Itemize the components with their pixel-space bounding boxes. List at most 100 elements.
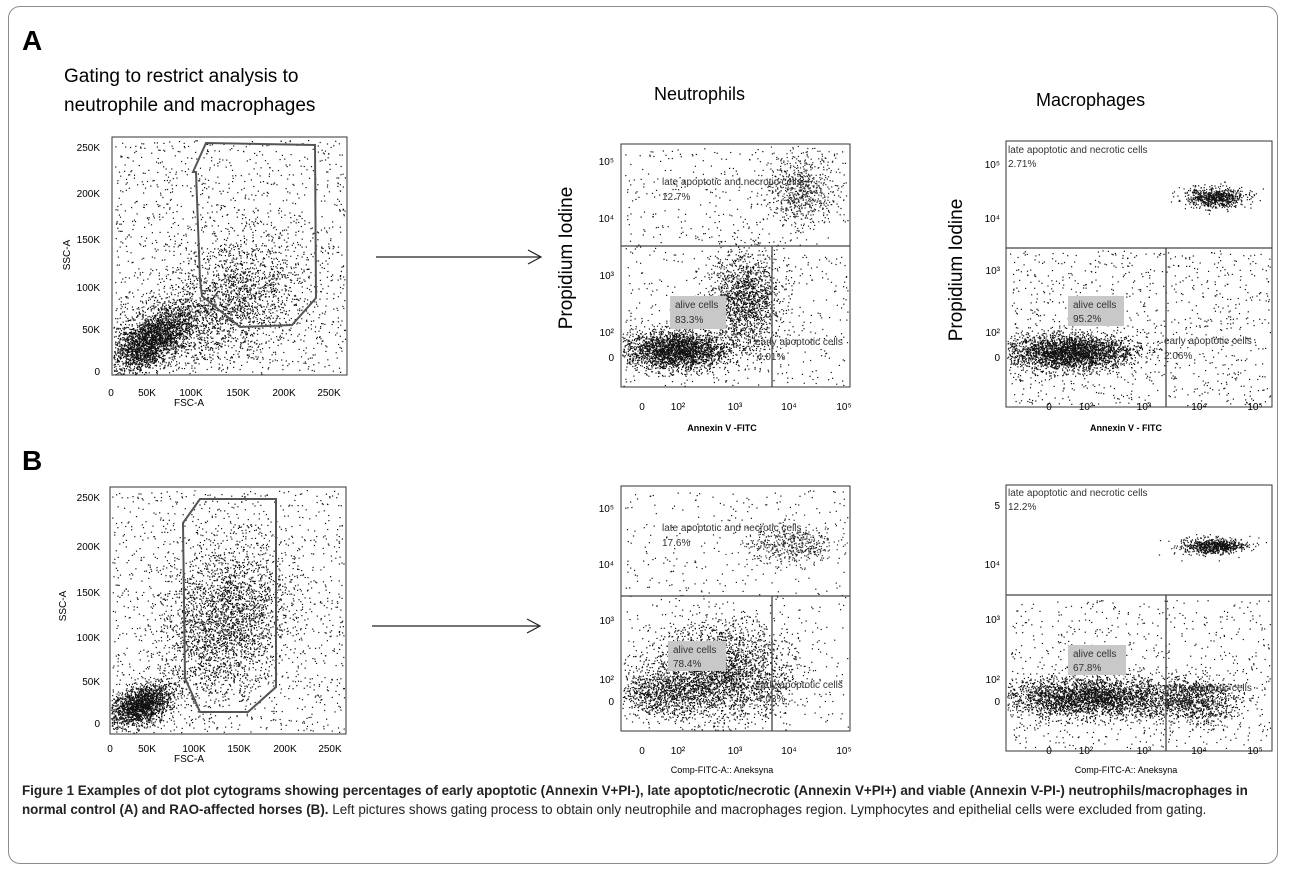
x-tick: 200K bbox=[273, 744, 297, 755]
x-tick: 0 bbox=[639, 402, 645, 413]
y-tick: 10⁵ bbox=[599, 157, 614, 168]
x-tick: 0 bbox=[639, 746, 645, 757]
quadrant-alive-value: 67.8% bbox=[1073, 663, 1101, 674]
y-tick: 0 bbox=[994, 353, 1000, 364]
y-tick: 10⁵ bbox=[599, 504, 614, 515]
arrow-b bbox=[372, 618, 542, 634]
x-tick: 10³ bbox=[728, 402, 743, 413]
quadrant-late-label: late apoptotic and necrotic cells bbox=[662, 523, 802, 534]
neutrophils-plot-b: late apoptotic and necrotic cells 17.6% … bbox=[599, 485, 852, 775]
x-tick: 10³ bbox=[1137, 402, 1152, 413]
gating-polygon-b bbox=[181, 498, 277, 713]
y-tick: 10⁴ bbox=[599, 214, 614, 225]
y-tick: 250K bbox=[77, 143, 101, 154]
x-tick: 10² bbox=[671, 402, 686, 413]
quadrant-alive-value: 83.3% bbox=[675, 315, 703, 326]
y-tick: 0 bbox=[608, 697, 614, 708]
x-axis-label-comp: Comp-FITC-A:: Aneksyna bbox=[1075, 765, 1178, 775]
y-tick: 10³ bbox=[600, 616, 615, 627]
macrophages-title: Macrophages bbox=[1036, 90, 1145, 110]
x-axis-label-annexin: Annexin V -FITC bbox=[687, 423, 757, 433]
panel-letter-a: A bbox=[22, 25, 42, 56]
quadrant-alive-value: 78.4% bbox=[673, 659, 701, 670]
x-tick: 10³ bbox=[1137, 746, 1152, 757]
x-tick: 10⁵ bbox=[1247, 746, 1262, 757]
alive-label-box bbox=[670, 296, 726, 329]
x-tick: 10⁵ bbox=[836, 746, 851, 757]
neutrophils-plot-b-events bbox=[622, 490, 849, 731]
neutrophils-plot-b-frame bbox=[620, 485, 851, 732]
x-tick: 200K bbox=[272, 388, 296, 399]
quadrant-early-label: early apoptotic cells bbox=[755, 337, 843, 348]
y-tick: 200K bbox=[77, 542, 101, 553]
y-axis-label-pi: Propidium Iodine bbox=[556, 187, 577, 330]
alive-label-box bbox=[1068, 645, 1126, 675]
y-tick: 200K bbox=[77, 189, 101, 200]
x-tick: 10⁵ bbox=[1247, 402, 1262, 413]
x-tick: 0 bbox=[1046, 402, 1052, 413]
y-tick: 10⁵ bbox=[985, 160, 1000, 171]
macrophages-plot-a: late apoptotic and necrotic cells 2.71% … bbox=[946, 140, 1273, 433]
x-tick: 250K bbox=[317, 388, 341, 399]
y-axis-label-pi: Propidium Iodine bbox=[946, 199, 967, 342]
quadrant-late-label: late apoptotic and necrotic cells bbox=[1008, 145, 1148, 156]
y-tick: 10² bbox=[986, 675, 1001, 686]
y-tick: 50K bbox=[82, 677, 100, 688]
y-tick: 10³ bbox=[986, 266, 1001, 277]
quadrant-alive-label: alive cells bbox=[1073, 300, 1116, 311]
quadrant-early-value: 19.8% bbox=[1164, 697, 1192, 708]
quadrant-late-label: late apoptotic and necrotic cells bbox=[1008, 488, 1148, 499]
y-tick: 10⁴ bbox=[985, 214, 1000, 225]
figure-caption: Figure 1 Examples of dot plot cytograms … bbox=[22, 781, 1267, 819]
quadrant-alive-label: alive cells bbox=[1073, 649, 1116, 660]
y-tick: 0 bbox=[608, 353, 614, 364]
x-tick: 10⁴ bbox=[1191, 746, 1206, 757]
x-tick: 0 bbox=[108, 388, 114, 399]
quadrant-alive-label: alive cells bbox=[675, 300, 718, 311]
figure-canvas: A B Gating to restrict analysis to neutr… bbox=[22, 25, 1273, 775]
gating-plot-b: 0 50K 100K 150K 200K 250K FSC-A 0 50K 10… bbox=[58, 486, 347, 765]
x-tick: 0 bbox=[1046, 746, 1052, 757]
macrophages-plot-b-events bbox=[1007, 534, 1272, 750]
y-tick: 100K bbox=[77, 633, 101, 644]
gating-title-line-2: neutrophile and macrophages bbox=[64, 95, 315, 116]
y-tick: 10³ bbox=[986, 615, 1001, 626]
y-tick: 250K bbox=[77, 493, 101, 504]
arrow-a bbox=[376, 249, 543, 265]
neutrophils-plot-a-events bbox=[622, 145, 849, 387]
quadrant-early-label: early apoptotic cells bbox=[1164, 336, 1252, 347]
x-tick: 10⁴ bbox=[781, 746, 796, 757]
quadrant-early-value: 2.06% bbox=[1164, 351, 1192, 362]
x-axis-label-annexin: Annexin V - FITC bbox=[1090, 423, 1163, 433]
x-tick: 150K bbox=[227, 744, 251, 755]
y-tick: 0 bbox=[94, 719, 100, 730]
x-tick: 150K bbox=[226, 388, 250, 399]
macrophages-plot-b: late apoptotic and necrotic cells 12.2% … bbox=[985, 484, 1273, 775]
quadrant-alive-value: 95.2% bbox=[1073, 314, 1101, 325]
x-tick: 100K bbox=[179, 388, 203, 399]
gating-title-line-1: Gating to restrict analysis to bbox=[64, 66, 298, 87]
x-tick: 10² bbox=[1079, 746, 1094, 757]
quadrant-late-value: 17.6% bbox=[662, 538, 690, 549]
macrophages-plot-a-frame bbox=[1005, 140, 1273, 408]
y-axis-label-ssc: SSC-A bbox=[62, 239, 73, 270]
quadrant-late-value: 12.2% bbox=[1008, 502, 1036, 513]
y-tick: 150K bbox=[77, 235, 101, 246]
y-tick: 10² bbox=[986, 328, 1001, 339]
y-tick: 5 bbox=[994, 501, 1000, 512]
x-axis-label-comp: Comp-FITC-A:: Aneksyna bbox=[671, 765, 774, 775]
y-tick: 100K bbox=[77, 283, 101, 294]
x-tick: 10⁴ bbox=[1191, 402, 1206, 413]
alive-label-box bbox=[1068, 296, 1124, 326]
x-tick: 10⁴ bbox=[781, 402, 796, 413]
x-tick: 100K bbox=[182, 744, 206, 755]
x-tick: 10³ bbox=[728, 746, 743, 757]
y-tick: 10² bbox=[600, 675, 615, 686]
y-tick: 10² bbox=[600, 328, 615, 339]
neutrophils-title: Neutrophils bbox=[654, 84, 745, 104]
y-axis-label-ssc: SSC-A bbox=[58, 590, 69, 621]
quadrant-alive-label: alive cells bbox=[673, 645, 716, 656]
quadrant-early-value: 4.03% bbox=[757, 694, 785, 705]
quadrant-late-label: late apoptotic and necrotic cells bbox=[662, 177, 802, 188]
y-tick: 150K bbox=[77, 588, 101, 599]
